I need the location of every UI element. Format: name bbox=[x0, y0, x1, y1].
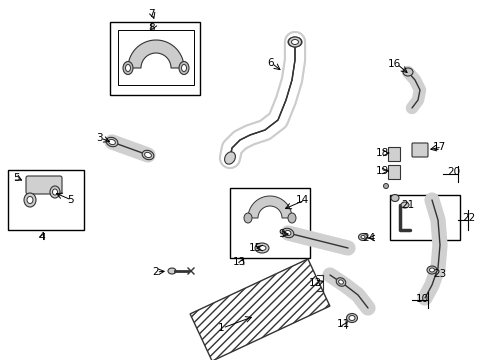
Polygon shape bbox=[190, 259, 330, 360]
Ellipse shape bbox=[224, 152, 235, 164]
Ellipse shape bbox=[403, 68, 413, 76]
Bar bbox=[8, 170, 84, 230]
Text: 21: 21 bbox=[401, 200, 414, 210]
Ellipse shape bbox=[427, 266, 437, 274]
Text: 9: 9 bbox=[278, 229, 285, 239]
Text: 4: 4 bbox=[38, 232, 45, 242]
Text: 13: 13 bbox=[233, 257, 246, 267]
Ellipse shape bbox=[346, 314, 358, 323]
Text: 20: 20 bbox=[447, 167, 460, 177]
Text: 7: 7 bbox=[148, 9, 155, 19]
Ellipse shape bbox=[339, 280, 343, 284]
Ellipse shape bbox=[288, 37, 302, 47]
Text: 22: 22 bbox=[462, 213, 475, 223]
Ellipse shape bbox=[142, 150, 154, 160]
FancyBboxPatch shape bbox=[412, 143, 428, 157]
Ellipse shape bbox=[109, 139, 116, 145]
Ellipse shape bbox=[288, 213, 296, 223]
Ellipse shape bbox=[27, 197, 33, 203]
Ellipse shape bbox=[50, 186, 60, 198]
Text: 23: 23 bbox=[433, 269, 446, 279]
Ellipse shape bbox=[401, 202, 409, 208]
Ellipse shape bbox=[52, 189, 57, 195]
Text: 19: 19 bbox=[376, 166, 389, 176]
Ellipse shape bbox=[336, 278, 346, 286]
Text: 16: 16 bbox=[388, 59, 401, 69]
Ellipse shape bbox=[244, 213, 252, 223]
Text: 6: 6 bbox=[267, 58, 273, 68]
Text: 24: 24 bbox=[362, 233, 375, 243]
Ellipse shape bbox=[125, 64, 130, 72]
Polygon shape bbox=[128, 40, 184, 68]
Text: 5: 5 bbox=[13, 173, 20, 183]
Text: 14: 14 bbox=[296, 195, 309, 205]
Ellipse shape bbox=[106, 137, 118, 147]
Bar bbox=[230, 188, 310, 258]
Ellipse shape bbox=[181, 64, 187, 72]
Ellipse shape bbox=[384, 184, 389, 189]
Ellipse shape bbox=[258, 246, 266, 251]
Ellipse shape bbox=[179, 62, 189, 75]
Text: 11: 11 bbox=[337, 319, 350, 329]
Text: 17: 17 bbox=[433, 142, 446, 152]
Ellipse shape bbox=[289, 37, 301, 47]
Text: 10: 10 bbox=[416, 294, 429, 304]
Ellipse shape bbox=[391, 194, 399, 202]
Ellipse shape bbox=[430, 268, 435, 272]
Text: 8: 8 bbox=[148, 23, 155, 33]
Ellipse shape bbox=[168, 268, 176, 274]
Ellipse shape bbox=[285, 230, 291, 235]
Ellipse shape bbox=[292, 40, 298, 45]
Text: 5: 5 bbox=[67, 195, 74, 205]
Text: 18: 18 bbox=[376, 148, 389, 158]
Ellipse shape bbox=[123, 62, 133, 75]
Bar bbox=[388, 147, 400, 161]
Ellipse shape bbox=[145, 152, 151, 158]
FancyBboxPatch shape bbox=[26, 176, 62, 194]
Ellipse shape bbox=[361, 235, 365, 238]
Ellipse shape bbox=[24, 193, 36, 207]
Polygon shape bbox=[248, 196, 292, 218]
Text: 2: 2 bbox=[152, 267, 159, 277]
Text: 12: 12 bbox=[309, 278, 322, 288]
Text: 1: 1 bbox=[218, 323, 224, 333]
Ellipse shape bbox=[282, 228, 294, 238]
Bar bbox=[390, 195, 460, 240]
Ellipse shape bbox=[255, 243, 269, 253]
Ellipse shape bbox=[359, 234, 368, 240]
Bar bbox=[118, 30, 194, 85]
Text: 15: 15 bbox=[249, 243, 262, 253]
Bar bbox=[110, 22, 200, 95]
Text: 3: 3 bbox=[96, 133, 102, 143]
Bar bbox=[388, 165, 400, 179]
Ellipse shape bbox=[349, 315, 355, 320]
